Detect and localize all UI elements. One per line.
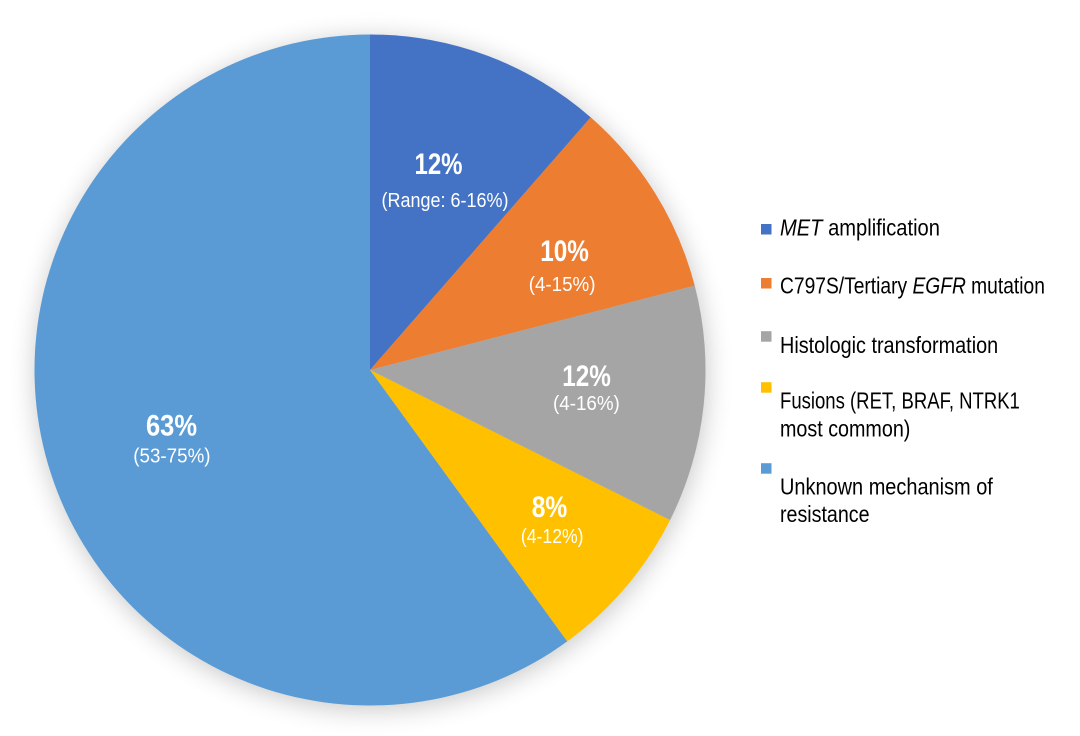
svg-text:MET amplification: MET amplification bbox=[780, 214, 940, 241]
svg-text:Histologic transformation: Histologic transformation bbox=[780, 333, 998, 359]
svg-text:(4-16%): (4-16%) bbox=[553, 393, 620, 416]
svg-text:Unknown mechanism of: Unknown mechanism of bbox=[780, 474, 994, 500]
svg-text:(Range: 6-16%): (Range: 6-16%) bbox=[382, 190, 509, 212]
svg-text:Fusions (RET, BRAF, NTRK1: Fusions (RET, BRAF, NTRK1 bbox=[780, 389, 1020, 414]
svg-text:12%: 12% bbox=[414, 146, 462, 180]
svg-text:(4-12%): (4-12%) bbox=[521, 525, 584, 547]
svg-text:most common): most common) bbox=[780, 416, 910, 442]
svg-text:(4-15%): (4-15%) bbox=[529, 273, 596, 296]
svg-text:10%: 10% bbox=[540, 234, 589, 268]
svg-text:C797S/Tertiary EGFR mutation: C797S/Tertiary EGFR mutation bbox=[780, 274, 1045, 299]
svg-text:8%: 8% bbox=[532, 489, 568, 523]
svg-text:63%: 63% bbox=[146, 408, 197, 441]
svg-text:(53-75%): (53-75%) bbox=[133, 445, 210, 468]
svg-text:resistance: resistance bbox=[780, 502, 870, 528]
svg-text:12%: 12% bbox=[562, 359, 611, 393]
